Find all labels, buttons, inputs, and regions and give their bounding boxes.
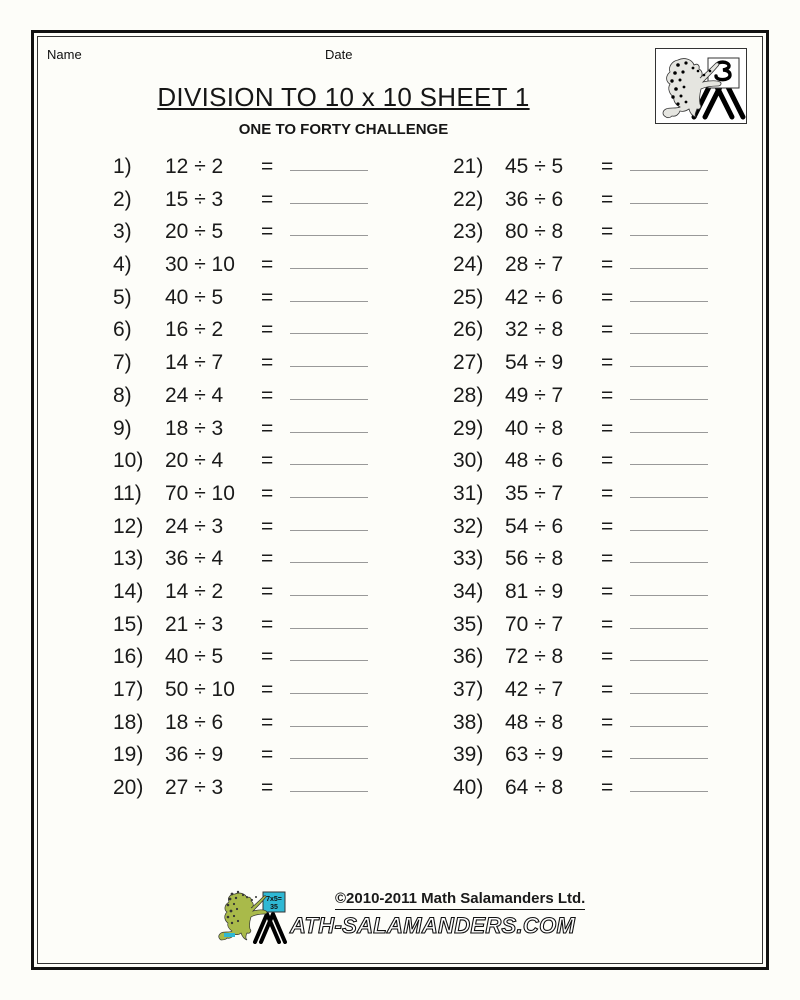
svg-text:35: 35: [270, 904, 278, 911]
svg-text:7x5=: 7x5=: [266, 896, 282, 903]
